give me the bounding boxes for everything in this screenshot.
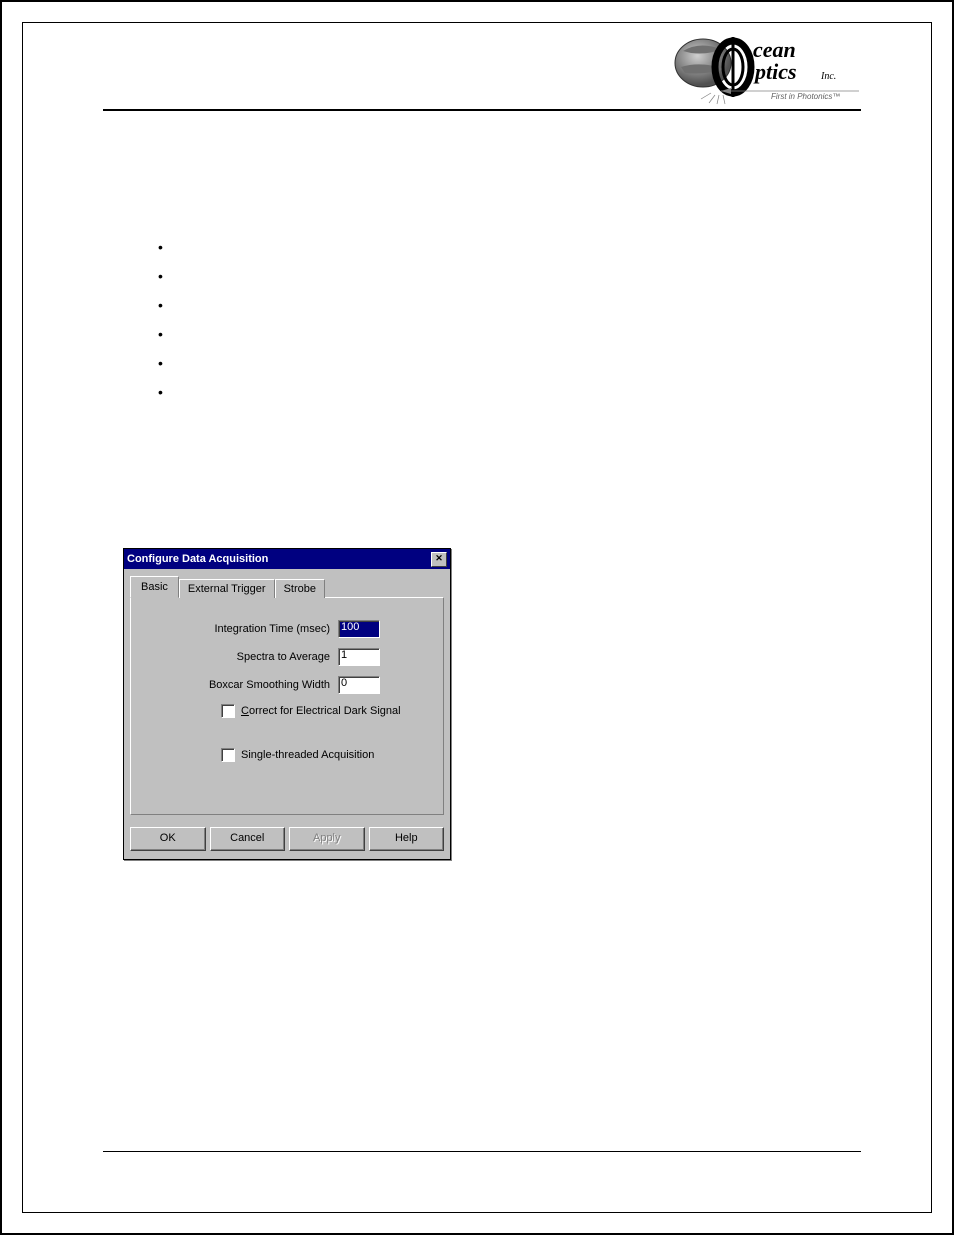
list-item	[158, 291, 180, 320]
cancel-button[interactable]: Cancel	[210, 827, 286, 851]
single-threaded-row: Single-threaded Acquisition	[145, 748, 429, 762]
correct-dark-signal-label: Correct for Electrical Dark Signal	[241, 705, 401, 717]
tab-external-trigger[interactable]: External Trigger	[179, 579, 275, 598]
header-divider	[103, 109, 861, 111]
basic-tab-panel: Integration Time (msec) 100 Spectra to A…	[130, 597, 444, 815]
list-item	[158, 378, 180, 407]
close-button[interactable]: ✕	[431, 552, 447, 567]
help-button[interactable]: Help	[369, 827, 445, 851]
footer-divider	[103, 1151, 861, 1152]
spectra-to-average-input[interactable]: 1	[338, 648, 380, 666]
tabstrip: Basic External Trigger Strobe	[130, 575, 444, 597]
boxcar-smoothing-label: Boxcar Smoothing Width	[145, 679, 338, 691]
apply-button[interactable]: Apply	[289, 827, 365, 851]
bullet-list	[158, 233, 180, 407]
company-logo: cean ptics Inc. First in Photonics™	[671, 33, 861, 105]
tab-basic[interactable]: Basic	[130, 576, 179, 598]
boxcar-smoothing-input[interactable]: 0	[338, 676, 380, 694]
integration-time-label: Integration Time (msec)	[145, 623, 338, 635]
spectra-to-average-row: Spectra to Average 1	[145, 648, 429, 666]
ok-button[interactable]: OK	[130, 827, 206, 851]
svg-text:Inc.: Inc.	[820, 71, 836, 82]
spectra-to-average-label: Spectra to Average	[145, 651, 338, 663]
tab-strobe[interactable]: Strobe	[275, 579, 325, 598]
inner-frame: cean ptics Inc. First in Photonics™	[22, 22, 932, 1213]
list-item	[158, 349, 180, 378]
single-threaded-label: Single-threaded Acquisition	[241, 749, 374, 761]
boxcar-smoothing-row: Boxcar Smoothing Width 0	[145, 676, 429, 694]
svg-text:ptics: ptics	[753, 59, 797, 84]
correct-dark-signal-checkbox[interactable]	[221, 704, 235, 718]
dialog-button-row: OK Cancel Apply Help	[124, 821, 450, 859]
list-item	[158, 233, 180, 262]
dialog-title: Configure Data Acquisition	[127, 553, 268, 565]
single-threaded-checkbox[interactable]	[221, 748, 235, 762]
correct-dark-signal-row: Correct for Electrical Dark Signal	[145, 704, 429, 718]
tab-container: Basic External Trigger Strobe Integratio…	[124, 569, 450, 821]
integration-time-row: Integration Time (msec) 100	[145, 620, 429, 638]
list-item	[158, 320, 180, 349]
integration-time-input[interactable]: 100	[338, 620, 380, 638]
configure-data-acquisition-dialog: Configure Data Acquisition ✕ Basic Exter…	[123, 548, 451, 860]
svg-text:First in Photonics™: First in Photonics™	[771, 92, 840, 101]
dialog-titlebar: Configure Data Acquisition ✕	[124, 549, 450, 569]
document-page: cean ptics Inc. First in Photonics™	[0, 0, 954, 1235]
list-item	[158, 262, 180, 291]
